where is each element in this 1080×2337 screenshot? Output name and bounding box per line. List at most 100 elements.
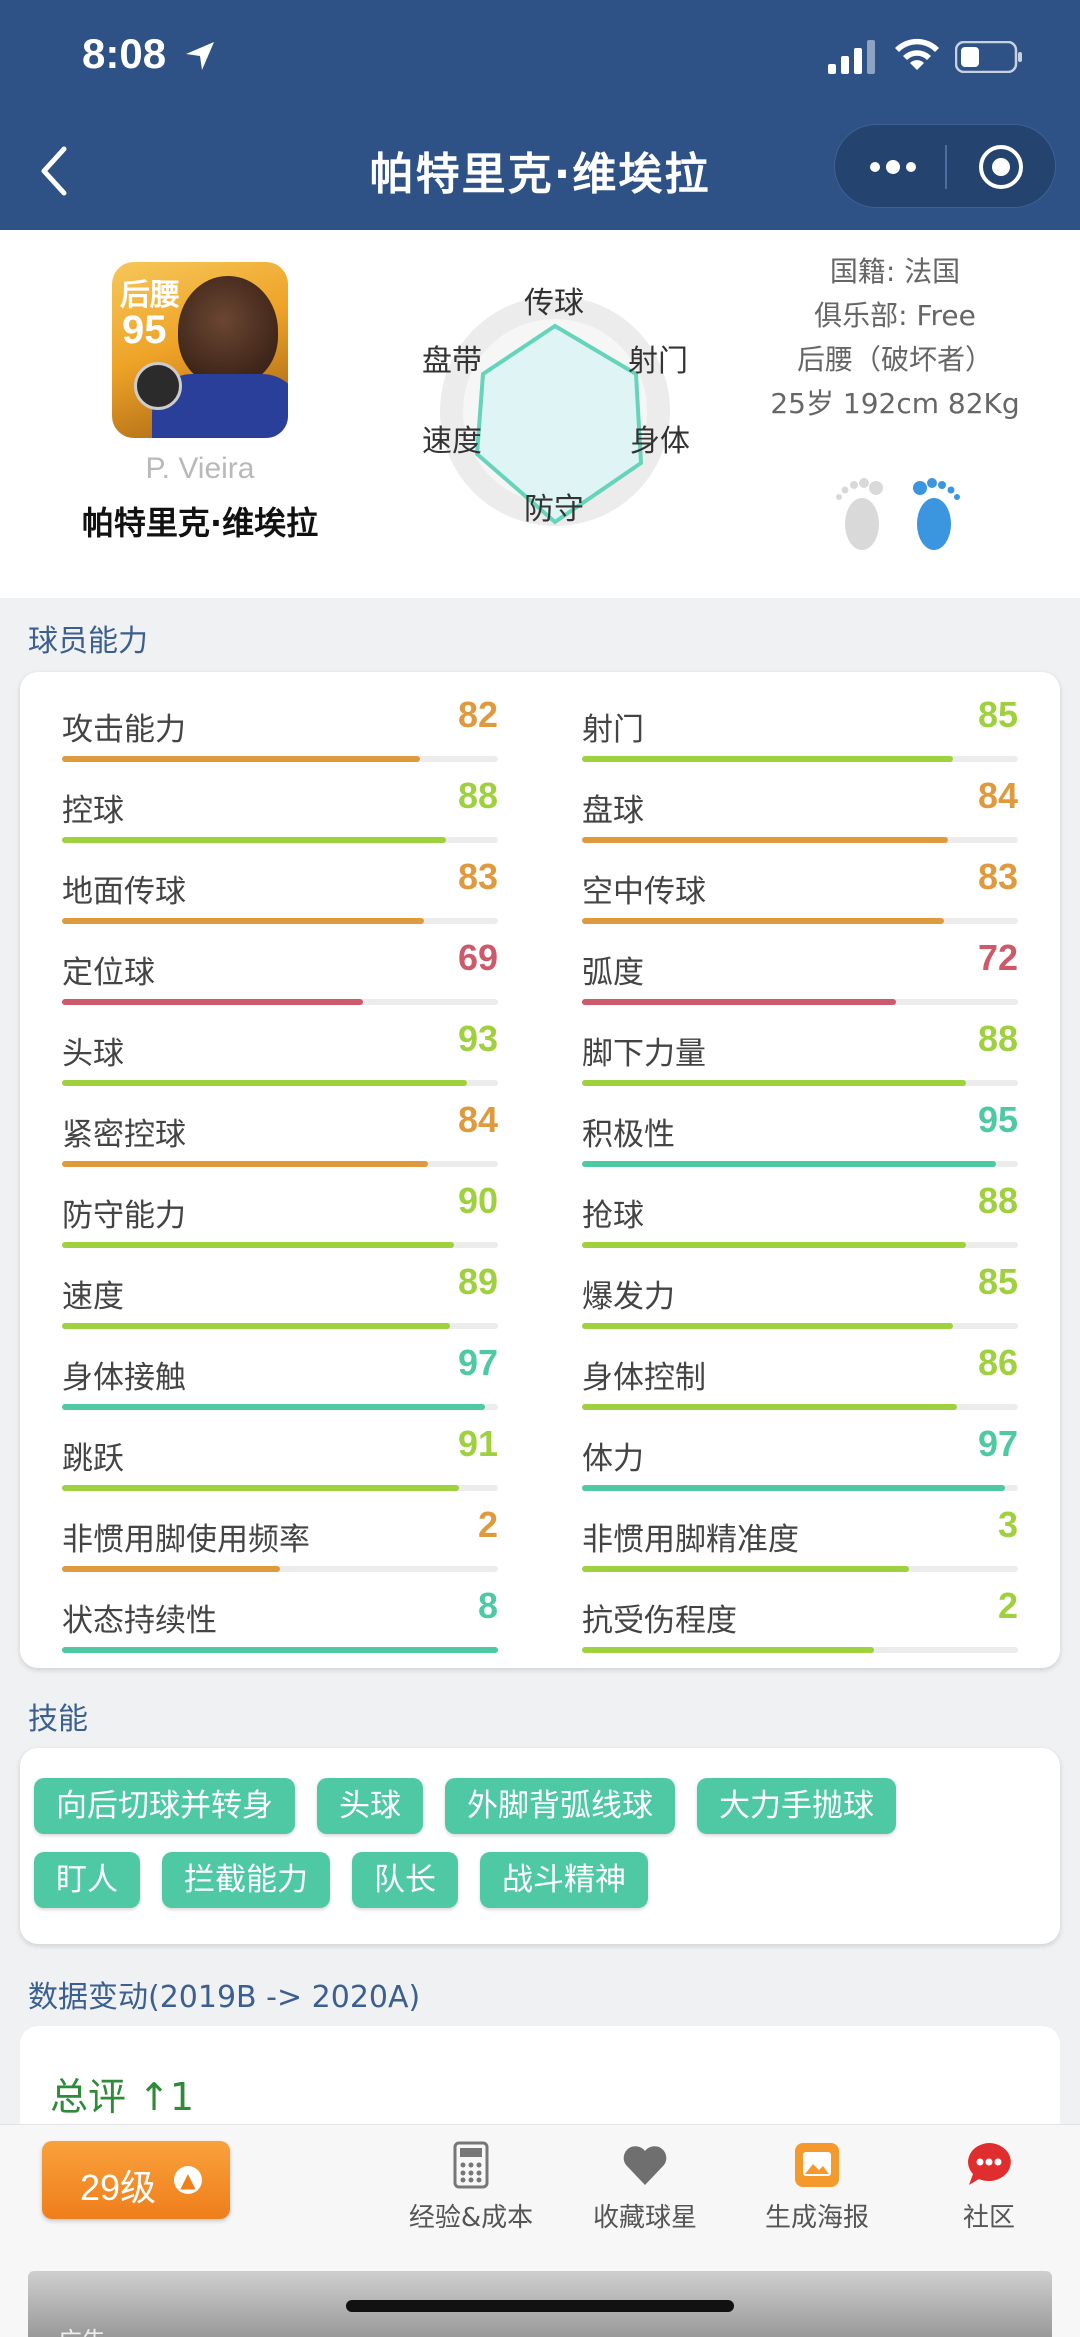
age-height-weight: 25岁 192cm 82Kg bbox=[770, 387, 1020, 420]
stat-value: 85 bbox=[977, 1261, 1018, 1302]
stat-value: 83 bbox=[977, 856, 1018, 897]
stat-label: 跳跃 bbox=[62, 1441, 124, 1477]
stat-bar-track bbox=[62, 918, 498, 924]
stat-row: 非惯用脚精准度 3 bbox=[582, 1504, 1018, 1572]
stat-value: 88 bbox=[977, 1180, 1018, 1221]
stat-bar-fill bbox=[582, 1404, 957, 1410]
stat-row: 空中传球 83 bbox=[582, 856, 1018, 924]
player-name-cn: 帕特里克·维埃拉 bbox=[81, 504, 319, 542]
heart-icon bbox=[623, 2146, 667, 2185]
radar-label-speed: 速度 bbox=[422, 424, 482, 459]
location-arrow-icon bbox=[186, 42, 214, 70]
stat-bar-track bbox=[62, 1566, 498, 1572]
stat-bar-fill bbox=[62, 1323, 451, 1329]
stat-bar-track bbox=[62, 756, 498, 762]
stat-bar-track bbox=[62, 837, 498, 843]
stat-label: 空中传球 bbox=[582, 874, 706, 910]
battery-icon bbox=[955, 41, 1022, 73]
stat-label: 射门 bbox=[582, 712, 644, 748]
more-dots-icon[interactable] bbox=[865, 151, 921, 183]
skill-tag[interactable]: 盯人 bbox=[34, 1852, 140, 1908]
stat-row: 控球 88 bbox=[62, 775, 498, 843]
stat-bar-track bbox=[582, 1323, 1018, 1329]
skill-tag[interactable]: 外脚背弧线球 bbox=[445, 1778, 675, 1834]
radar-label-passing: 传球 bbox=[524, 286, 584, 321]
stat-bar-fill bbox=[62, 918, 424, 924]
tab-exp-cost[interactable]: 经验&成本 bbox=[396, 2139, 546, 2234]
stat-value: 93 bbox=[457, 1018, 498, 1059]
stat-bar-track bbox=[62, 1080, 498, 1086]
radar-label-physical: 身体 bbox=[630, 424, 690, 459]
stat-bar-fill bbox=[62, 1242, 455, 1248]
stat-bar-track bbox=[582, 1647, 1018, 1653]
radar-label-shooting: 射门 bbox=[628, 344, 688, 379]
player-card-image[interactable]: 后腰 95 bbox=[112, 262, 288, 438]
stat-bar-track bbox=[62, 1485, 498, 1491]
left-foot-icon bbox=[836, 478, 883, 550]
card-rating: 95 bbox=[122, 308, 167, 352]
stat-bar-track bbox=[582, 1161, 1018, 1167]
stat-row: 抢球 88 bbox=[582, 1180, 1018, 1248]
stat-bar-track bbox=[582, 756, 1018, 762]
skill-tag[interactable]: 大力手抛球 bbox=[697, 1778, 896, 1834]
stat-value: 97 bbox=[977, 1423, 1018, 1464]
stat-bar-track bbox=[582, 1566, 1018, 1572]
stat-bar-fill bbox=[62, 999, 363, 1005]
stat-value: 88 bbox=[457, 775, 498, 816]
stat-bar-fill bbox=[582, 1080, 966, 1086]
stat-row: 防守能力 90 bbox=[62, 1180, 498, 1248]
stat-value: 84 bbox=[977, 775, 1018, 816]
stat-label: 抢球 bbox=[582, 1198, 644, 1234]
stat-label: 抗受伤程度 bbox=[582, 1603, 737, 1639]
stat-row: 爆发力 85 bbox=[582, 1261, 1018, 1329]
stat-bar-track bbox=[62, 1242, 498, 1248]
stat-row: 速度 89 bbox=[62, 1261, 498, 1329]
stat-label: 脚下力量 bbox=[582, 1036, 706, 1072]
skill-tag[interactable]: 拦截能力 bbox=[162, 1852, 330, 1908]
stat-bar-track bbox=[582, 1242, 1018, 1248]
close-target-icon[interactable] bbox=[977, 143, 1025, 191]
stat-bar-track bbox=[62, 1647, 498, 1653]
wifi-icon bbox=[895, 38, 939, 70]
stat-label: 积极性 bbox=[582, 1117, 675, 1153]
stat-row: 身体控制 86 bbox=[582, 1342, 1018, 1410]
player-info: 国籍: 法国 俱乐部: Free 后腰（破坏者） 25岁 192cm 82Kg bbox=[740, 250, 1050, 426]
skill-tag[interactable]: 向后切球并转身 bbox=[34, 1778, 295, 1834]
back-chevron-icon[interactable] bbox=[36, 145, 72, 197]
stat-bar-fill bbox=[582, 1566, 909, 1572]
stat-bar-track bbox=[582, 1404, 1018, 1410]
stat-value: 84 bbox=[457, 1099, 498, 1140]
stat-value: 82 bbox=[457, 694, 498, 735]
tab-label: 生成海报 bbox=[764, 2203, 869, 2233]
tab-community[interactable]: 社区 bbox=[914, 2139, 1064, 2234]
skill-tag[interactable]: 队长 bbox=[352, 1852, 458, 1908]
stat-value: 97 bbox=[457, 1342, 498, 1383]
stat-label: 弧度 bbox=[582, 955, 644, 991]
stat-label: 防守能力 bbox=[62, 1198, 186, 1234]
stat-bar-track bbox=[62, 1161, 498, 1167]
stat-value: 95 bbox=[977, 1099, 1018, 1140]
overall-change: 总评 ↑1 bbox=[50, 2075, 195, 2119]
stat-row: 地面传球 83 bbox=[62, 856, 498, 924]
position-role: 后腰（破坏者） bbox=[796, 343, 993, 376]
poster-icon bbox=[795, 2143, 839, 2187]
skills-row-2: 盯人 拦截能力 队长 战斗精神 bbox=[34, 1852, 648, 1908]
stat-label: 身体接触 bbox=[62, 1360, 186, 1396]
stat-row: 抗受伤程度 2 bbox=[582, 1585, 1018, 1653]
skill-tag[interactable]: 头球 bbox=[317, 1778, 423, 1834]
stat-bar-fill bbox=[582, 999, 896, 1005]
tab-favorite[interactable]: 收藏球星 bbox=[570, 2139, 720, 2234]
skill-tag[interactable]: 战斗精神 bbox=[480, 1852, 648, 1908]
tab-poster[interactable]: 生成海报 bbox=[742, 2139, 892, 2234]
stat-bar-track bbox=[582, 837, 1018, 843]
stat-row: 非惯用脚使用频率 2 bbox=[62, 1504, 498, 1572]
stat-value: 86 bbox=[977, 1342, 1018, 1383]
player-name-en: P. Vieira bbox=[145, 452, 255, 485]
abilities-card: 攻击能力 82 控球 88 地面传球 83 定位球 69 头球 93 紧密控球 84 防守能力 90 速度 8… bbox=[20, 672, 1060, 1668]
stat-bar-fill bbox=[582, 756, 953, 762]
stat-bar-fill bbox=[62, 1080, 468, 1086]
stat-value: 3 bbox=[997, 1504, 1018, 1545]
stat-row: 状态持续性 8 bbox=[62, 1585, 498, 1653]
level-button[interactable]: 29级 ▲ bbox=[42, 2141, 230, 2219]
club-badge-icon bbox=[134, 362, 182, 410]
